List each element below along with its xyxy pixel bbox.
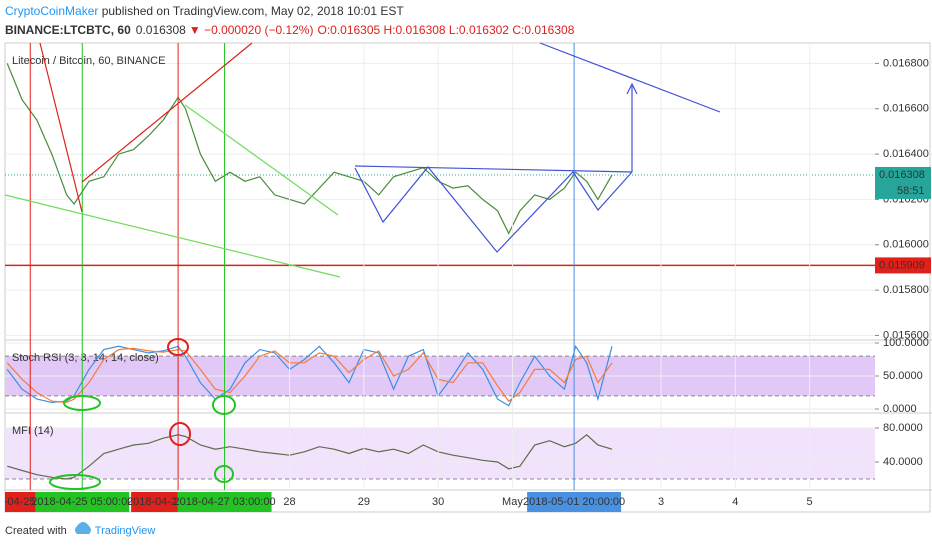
pane-title: Stoch RSI (3, 3, 14, 14, close)	[12, 352, 159, 364]
level-label: 0.015909	[879, 259, 925, 271]
brand: TradingView	[95, 525, 156, 537]
x-tick-label: May	[502, 496, 523, 508]
marker-label: 2018-04-25 05:00:00	[31, 496, 133, 508]
circle	[167, 338, 189, 356]
x-tick-label: 4	[732, 496, 738, 508]
y-tick-label: 0.016400	[883, 148, 929, 160]
ohlc: O:0.016305 H:0.016308 L:0.016302 C:0.016…	[317, 23, 574, 37]
frame	[4, 42, 931, 513]
symbol-line: BINANCE:LTCBTC, 60 0.016308 ▼ −0.000020 (−…	[5, 23, 575, 37]
price: 0.016308	[136, 23, 186, 37]
trend-line	[354, 165, 633, 173]
series-line	[6, 344, 613, 407]
x-tick-label: 30	[432, 496, 444, 508]
circle	[169, 422, 191, 446]
marker-label: 2018-04-27 03:00:00	[173, 496, 275, 508]
x-tick-label: 3	[658, 496, 664, 508]
pane-title: MFI (14)	[12, 425, 54, 437]
marker: 2018-04-25 05:00:00	[31, 492, 133, 512]
x-tick-label: 5	[807, 496, 813, 508]
y-tick-label: 0.016800	[883, 57, 929, 69]
circle	[63, 395, 101, 411]
series-line	[6, 347, 613, 404]
trend-line	[39, 42, 83, 213]
marker-box	[177, 492, 272, 512]
x-tick-label: 29	[358, 496, 370, 508]
level-box	[875, 257, 931, 274]
footer: Created with TradingView	[5, 525, 155, 537]
publisher: CryptoCoinMaker	[5, 4, 98, 18]
trend-line	[4, 194, 341, 278]
x-tick-label: 28	[283, 496, 295, 508]
pattern	[354, 166, 633, 253]
y-tick-label: 0.015800	[883, 284, 929, 296]
arrow-head	[626, 82, 638, 95]
trend-line	[184, 104, 339, 216]
trend-line	[81, 42, 253, 183]
drawings	[4, 42, 721, 490]
y-tick-label: 0.016600	[883, 103, 929, 115]
y-tick-label: 50.0000	[883, 370, 923, 382]
marker: 2018-05-01 20:00:00	[523, 492, 625, 512]
countdown: 58:51	[897, 185, 925, 197]
pane-title: Litecoin / Bitcoin, 60, BINANCE	[12, 55, 165, 67]
y-tick-label: 0.015600	[883, 329, 929, 341]
series-line	[6, 63, 613, 235]
symbol: BINANCE:LTCBTC, 60	[5, 23, 131, 37]
y-tick-label: 0.016000	[883, 239, 929, 251]
published: published on TradingView.com, May 02, 20…	[98, 4, 404, 18]
circle	[49, 474, 101, 490]
series-line	[7, 434, 613, 480]
marker: 2018-04-27 03:00:00	[173, 492, 276, 512]
y-tick-label: 100.0000	[883, 337, 929, 349]
y-tick-label: 40.0000	[883, 456, 923, 468]
circle	[214, 465, 234, 483]
header: CryptoCoinMaker published on TradingView…	[5, 4, 404, 18]
band	[5, 427, 875, 479]
price-box	[875, 166, 931, 199]
plots: 0.0156000.0158000.0160000.0162000.016400…	[5, 43, 932, 512]
marker-label: 2018-05-01 20:00:00	[523, 496, 625, 508]
created: Created with	[5, 525, 67, 537]
price-label: 0.016308	[879, 169, 925, 181]
trend-line	[539, 42, 721, 113]
change: ▼ −0.000020 (−0.12%)	[189, 23, 314, 37]
y-tick-label: 0.0000	[883, 403, 917, 415]
marker-box	[527, 492, 622, 512]
y-tick-label: 80.0000	[883, 422, 923, 434]
circle	[212, 395, 236, 415]
marker-box	[35, 492, 130, 512]
logo	[75, 522, 91, 534]
